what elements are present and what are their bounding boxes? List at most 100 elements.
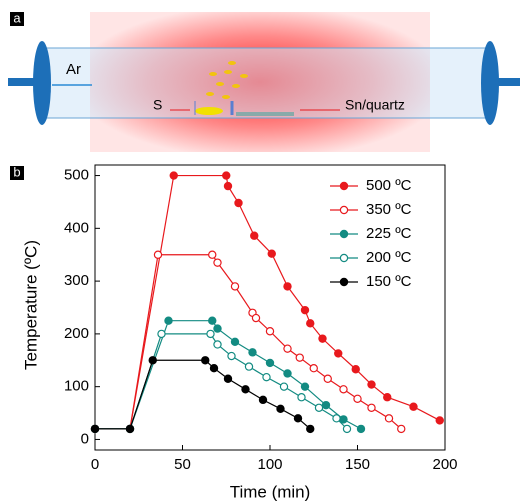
data-point — [276, 404, 285, 414]
data-point — [293, 414, 303, 423]
y-tick-label: 500 — [64, 167, 89, 184]
y-axis-label: Temperature (ºC) — [21, 240, 40, 370]
data-point — [314, 403, 324, 412]
data-point — [157, 329, 166, 339]
x-tick-label: 0 — [91, 456, 99, 473]
data-point — [241, 385, 250, 394]
data-point — [300, 305, 310, 315]
x-tick-label: 200 — [432, 456, 457, 473]
data-point — [262, 372, 271, 382]
data-point — [409, 402, 418, 411]
data-point — [153, 250, 163, 259]
data-point — [164, 316, 173, 325]
legend-label: 500 ºC — [366, 177, 412, 194]
data-point — [223, 181, 233, 191]
y-tick-label: 400 — [64, 219, 89, 236]
legend-label: 200 ºC — [366, 249, 412, 266]
y-tick-label: 100 — [64, 378, 89, 395]
data-point — [318, 334, 327, 343]
panel-label: a — [13, 10, 21, 25]
data-point — [435, 416, 444, 425]
data-point — [367, 380, 376, 389]
data-point — [383, 393, 392, 402]
data-point — [339, 385, 348, 394]
legend-marker — [339, 253, 349, 263]
data-point — [213, 340, 222, 349]
data-point — [334, 349, 343, 358]
data-point — [227, 351, 236, 361]
label-box — [10, 166, 24, 180]
legend-label: 225 ºC — [366, 225, 412, 242]
data-point — [309, 363, 318, 373]
data-point — [230, 337, 240, 347]
data-point — [321, 400, 331, 410]
data-point — [230, 282, 240, 291]
sulfur — [195, 107, 223, 115]
panel-label: b — [13, 164, 20, 179]
data-point — [251, 313, 261, 323]
data-point — [125, 424, 135, 434]
data-point — [397, 424, 406, 434]
source-label: S — [153, 97, 162, 113]
data-point — [283, 282, 292, 291]
x-axis-label: Time (min) — [230, 482, 311, 501]
data-point — [248, 348, 257, 357]
vapor — [206, 61, 248, 99]
gas-label: Ar — [66, 61, 81, 78]
data-point — [148, 356, 157, 365]
data-point — [213, 258, 222, 267]
outlet — [492, 78, 520, 86]
data-point — [295, 353, 304, 362]
data-point — [267, 249, 276, 258]
tube — [39, 47, 493, 119]
data-point — [208, 250, 217, 259]
data-point — [356, 424, 366, 434]
data-point — [208, 316, 217, 325]
y-tick-label: 200 — [64, 325, 89, 342]
data-point — [206, 329, 215, 339]
x-tick-label: 150 — [345, 456, 370, 473]
data-point — [213, 324, 222, 333]
y-tick-label: 300 — [64, 272, 89, 289]
inlet — [8, 78, 36, 86]
data-point — [234, 198, 243, 208]
substrate — [236, 112, 294, 116]
data-point — [258, 395, 268, 405]
data-point — [306, 424, 315, 434]
data-point — [244, 362, 254, 371]
panel-a: a Ar S Sn/quartz — [8, 10, 520, 152]
data-point — [332, 414, 341, 423]
data-point — [201, 356, 210, 365]
label-box — [10, 12, 24, 26]
legend-marker — [339, 181, 349, 191]
data-point — [384, 414, 394, 423]
data-point — [265, 327, 275, 336]
legend-marker — [339, 277, 349, 287]
data-point — [353, 394, 362, 404]
series-line — [95, 254, 402, 430]
data-point — [223, 374, 233, 383]
x-tick-label: 50 — [174, 456, 191, 473]
data-point — [279, 382, 289, 391]
legend-marker — [339, 205, 349, 215]
data-point — [90, 424, 100, 434]
data-point — [297, 393, 306, 402]
data-point — [222, 171, 231, 180]
data-point — [323, 374, 332, 383]
data-point — [306, 319, 315, 328]
data-point — [209, 363, 219, 373]
data-point — [339, 415, 348, 424]
legend-label: 350 ºC — [366, 201, 412, 218]
data-point — [169, 171, 178, 180]
data-point — [351, 365, 360, 374]
cap-right — [481, 41, 499, 125]
data-point — [250, 231, 259, 240]
data-point — [283, 344, 292, 353]
substrate-label: Sn/quartz — [345, 97, 405, 113]
data-point — [283, 369, 292, 378]
data-point — [367, 403, 376, 412]
legend-marker — [339, 229, 349, 239]
cap-left — [33, 41, 51, 125]
data-point — [265, 358, 275, 368]
